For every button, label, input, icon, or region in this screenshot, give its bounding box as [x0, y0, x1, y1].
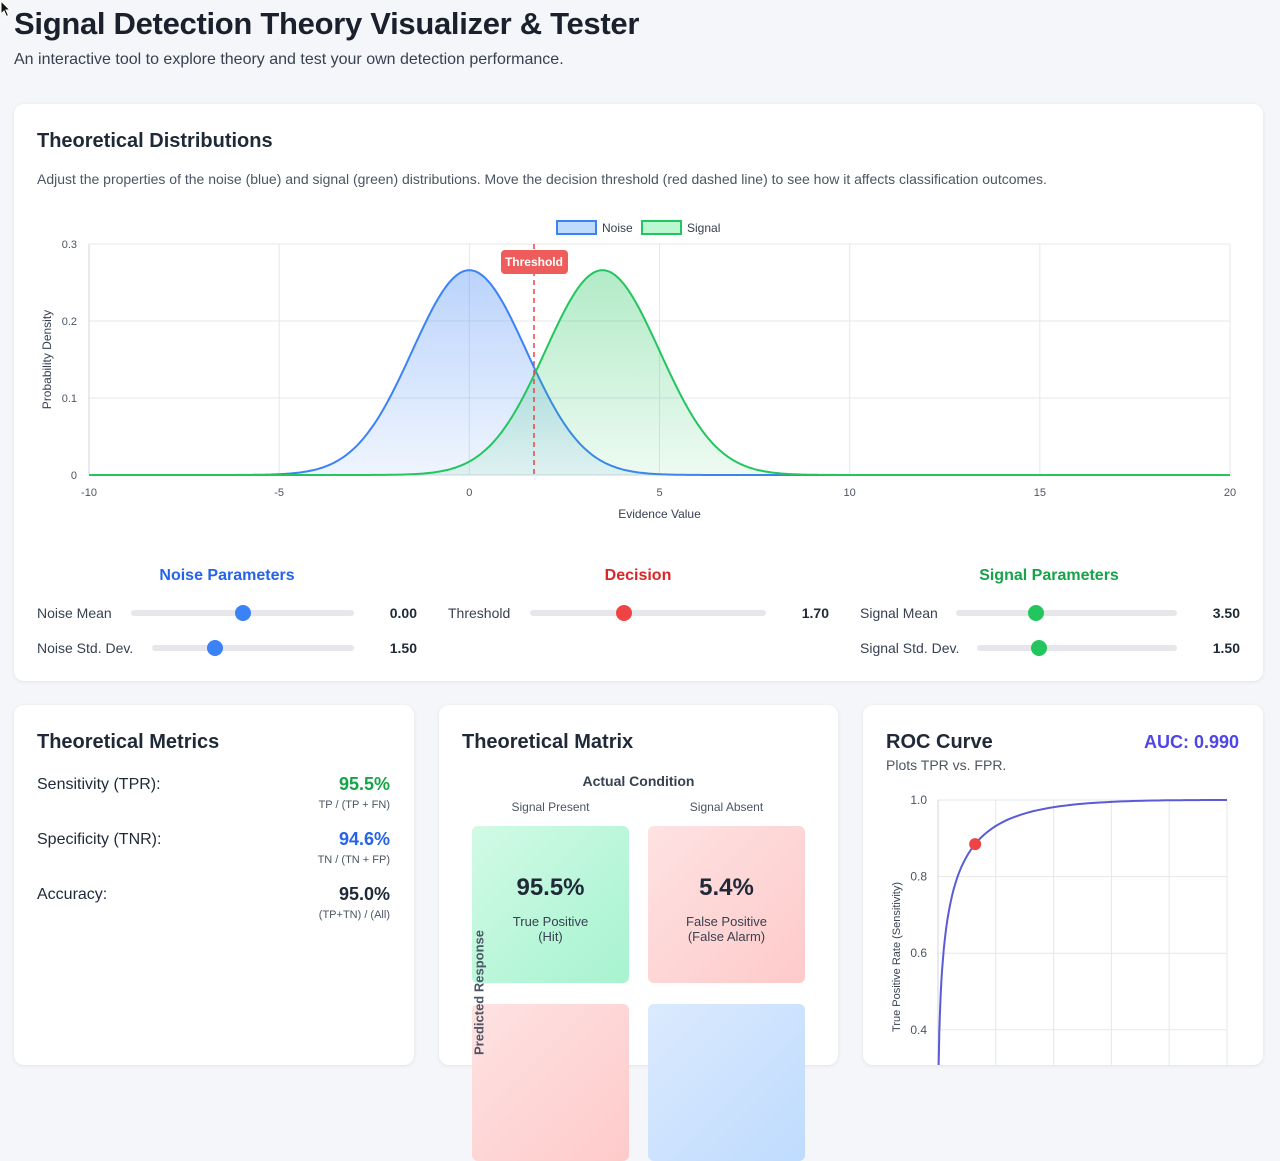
true-negative-cell — [648, 1004, 805, 1161]
threshold-tag — [500, 250, 568, 274]
distributions-description: Adjust the properties of the noise (blue… — [37, 171, 1047, 187]
true-positive-sublabel: (Hit) — [538, 929, 563, 944]
false-negative-cell — [472, 1004, 629, 1161]
accuracy-label: Accuracy: — [37, 886, 108, 903]
sensitivity-formula: TP / (TP + FN) — [318, 799, 390, 811]
noise-sd-slider[interactable] — [152, 640, 354, 656]
decision-heading: Decision — [604, 567, 672, 584]
roc-chart[interactable]: 1.0 0.8 0.6 0.4 True Positive Rate (Sensitiv… — [863, 705, 1263, 1065]
predicted-response-label: Predicted Response — [471, 930, 487, 1055]
x-tick-label: 5 — [656, 487, 662, 499]
roc-card: ROC Curve AUC: 0.990 Plots TPR vs. FPR. … — [863, 705, 1263, 1065]
legend-signal-label: Signal — [687, 221, 720, 235]
noise-mean-slider[interactable] — [131, 605, 354, 621]
col-signal-present: Signal Present — [511, 800, 590, 814]
false-positive-sublabel: (False Alarm) — [687, 929, 766, 944]
sensitivity-value: 95.5% — [338, 774, 390, 794]
mouse-cursor-icon — [0, 0, 12, 18]
threshold-label: Threshold — [448, 605, 511, 621]
signal-mean-label: Signal Mean — [860, 605, 938, 621]
legend-noise-swatch — [556, 220, 597, 235]
roc-y-tick-label: 0.4 — [910, 1023, 927, 1037]
false-positive-cell: 5.4% False Positive (False Alarm) — [648, 826, 805, 983]
x-tick-label: -10 — [81, 487, 97, 499]
legend-signal-swatch — [641, 220, 682, 235]
signal-curve — [89, 269, 1230, 476]
roc-y-tick-label: 1.0 — [910, 793, 927, 807]
actual-condition-label: Actual Condition — [582, 773, 695, 789]
y-tick-label: 0.2 — [62, 316, 77, 328]
noise-parameters-heading: Noise Parameters — [159, 567, 295, 584]
y-axis-label: Probability Density — [40, 310, 54, 409]
metrics-title: Theoretical Metrics — [37, 731, 220, 753]
x-tick-label: 10 — [844, 487, 856, 499]
roc-title: ROC Curve — [886, 731, 993, 753]
noise-mean-label: Noise Mean — [37, 605, 112, 621]
true-positive-label: True Positive — [512, 914, 589, 929]
threshold-value: 1.70 — [801, 605, 829, 621]
col-signal-absent: Signal Absent — [689, 800, 764, 814]
distributions-title: Theoretical Distributions — [37, 130, 273, 152]
roc-curve — [937, 799, 1227, 1065]
page-title: Signal Detection Theory Visualizer & Tes… — [14, 6, 640, 41]
signal-sd-slider-thumb[interactable] — [1031, 640, 1047, 656]
sensitivity-label: Sensitivity (TPR): — [37, 776, 161, 793]
matrix-card: Theoretical Matrix Actual Condition Sign… — [439, 705, 838, 1161]
x-tick-label: 15 — [1034, 487, 1046, 499]
matrix-title: Theoretical Matrix — [462, 731, 634, 753]
signal-mean-slider[interactable] — [956, 605, 1177, 621]
noise-sd-label: Noise Std. Dev. — [37, 640, 134, 656]
page-subtitle: An interactive tool to explore theory an… — [14, 51, 564, 68]
false-positive-label: False Positive — [686, 914, 767, 929]
y-tick-label: 0 — [71, 470, 77, 482]
false-positive-value: 5.4% — [699, 874, 754, 901]
threshold-slider[interactable] — [530, 605, 766, 621]
specificity-value: 94.6% — [338, 829, 390, 849]
x-axis-label: Evidence Value — [618, 507, 701, 521]
noise-mean-slider-thumb[interactable] — [234, 605, 251, 621]
signal-mean-slider-thumb[interactable] — [1027, 605, 1044, 621]
distributions-card: Theoretical Distributions Adjust the pro… — [14, 104, 1263, 681]
threshold-tag-label: Threshold — [505, 255, 563, 269]
true-positive-cell: 95.5% True Positive (Hit) — [472, 826, 629, 983]
signal-sd-label: Signal Std. Dev. — [860, 640, 960, 656]
x-tick-label: 0 — [466, 487, 472, 499]
legend-noise-label: Noise — [602, 221, 633, 235]
noise-sd-slider-thumb[interactable] — [206, 640, 223, 656]
accuracy-value: 95.0% — [338, 884, 390, 904]
noise-mean-value: 0.00 — [389, 605, 417, 621]
auc-value: AUC: 0.990 — [1143, 732, 1239, 752]
true-positive-value: 95.5% — [516, 874, 585, 901]
specificity-label: Specificity (TNR): — [37, 831, 162, 848]
signal-parameters-heading: Signal Parameters — [979, 567, 1119, 584]
roc-y-tick-label: 0.8 — [910, 870, 927, 884]
threshold-slider-thumb[interactable] — [616, 605, 633, 621]
roc-subtitle: Plots TPR vs. FPR. — [886, 757, 1007, 773]
signal-mean-value: 3.50 — [1212, 605, 1240, 621]
roc-y-axis-label: True Positive Rate (Sensitivity) — [891, 882, 903, 1032]
signal-sd-slider[interactable] — [977, 640, 1177, 656]
metrics-card: Theoretical Metrics Sensitivity (TPR): 9… — [14, 705, 414, 1065]
x-tick-label: 20 — [1224, 487, 1236, 499]
accuracy-formula: (TP+TN) / (All) — [318, 909, 390, 921]
signal-sd-value: 1.50 — [1212, 640, 1240, 656]
signal-curve-area — [89, 270, 1230, 475]
y-tick-label: 0.3 — [62, 239, 77, 251]
distribution-chart[interactable]: -10 -5 0 5 10 15 20 0 0.1 0.2 0.3 Evidence Value Pro… — [14, 104, 1263, 544]
noise-sd-value: 1.50 — [389, 640, 417, 656]
roc-y-tick-label: 0.6 — [910, 946, 927, 960]
x-tick-label: -5 — [274, 487, 284, 499]
y-tick-label: 0.1 — [62, 393, 77, 405]
roc-operating-point — [969, 838, 982, 851]
specificity-formula: TN / (TN + FP) — [317, 854, 390, 866]
